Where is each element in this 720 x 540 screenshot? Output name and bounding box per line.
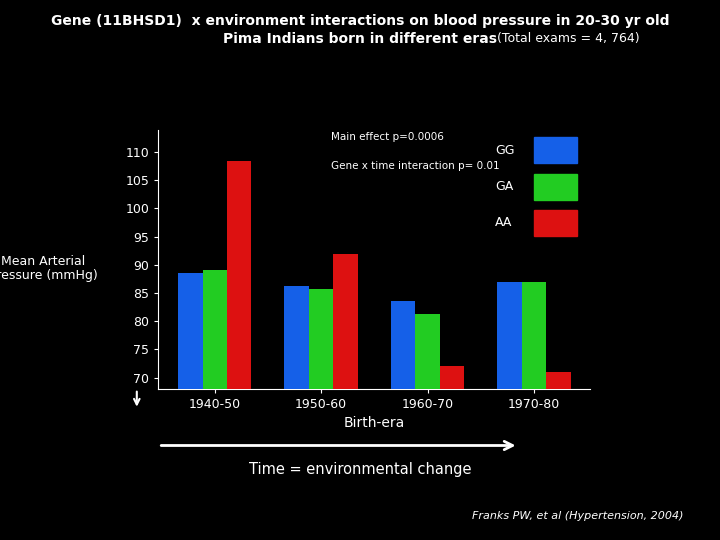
Text: Franks PW, et al (Hypertension, 2004): Franks PW, et al (Hypertension, 2004) [472, 511, 684, 521]
Bar [333, 254, 358, 540]
Bar [534, 210, 577, 236]
Text: Gene x time interaction p= 0.01: Gene x time interaction p= 0.01 [331, 161, 500, 171]
Bar [309, 289, 333, 540]
Text: AA: AA [495, 217, 513, 230]
Bar [534, 174, 577, 200]
Bar [415, 314, 440, 540]
Bar [391, 301, 415, 540]
Text: Main effect p=0.0006: Main effect p=0.0006 [331, 132, 444, 142]
Text: Gene (​11BHSD1​)  x environment interactions on blood pressure in 20-30 yr old: Gene (​11BHSD1​) x environment interacti… [50, 14, 670, 28]
Text: Mean Arterial: Mean Arterial [1, 255, 86, 268]
Text: GA: GA [495, 180, 513, 193]
Bar [534, 137, 577, 163]
Text: Pima Indians born in different eras: Pima Indians born in different eras [223, 32, 497, 46]
Bar [202, 271, 227, 540]
Bar [227, 160, 251, 540]
Text: Pressure (mmHg): Pressure (mmHg) [0, 269, 98, 282]
Bar [522, 282, 546, 540]
Text: Time = environmental change: Time = environmental change [248, 462, 472, 477]
X-axis label: Birth-era: Birth-era [343, 416, 405, 430]
Bar [178, 273, 202, 540]
Bar [546, 372, 571, 540]
Bar [440, 366, 464, 540]
Text: GG: GG [495, 144, 515, 157]
Bar [498, 282, 522, 540]
Text: (Total exams = 4, 764): (Total exams = 4, 764) [493, 32, 640, 45]
Bar [284, 286, 309, 540]
